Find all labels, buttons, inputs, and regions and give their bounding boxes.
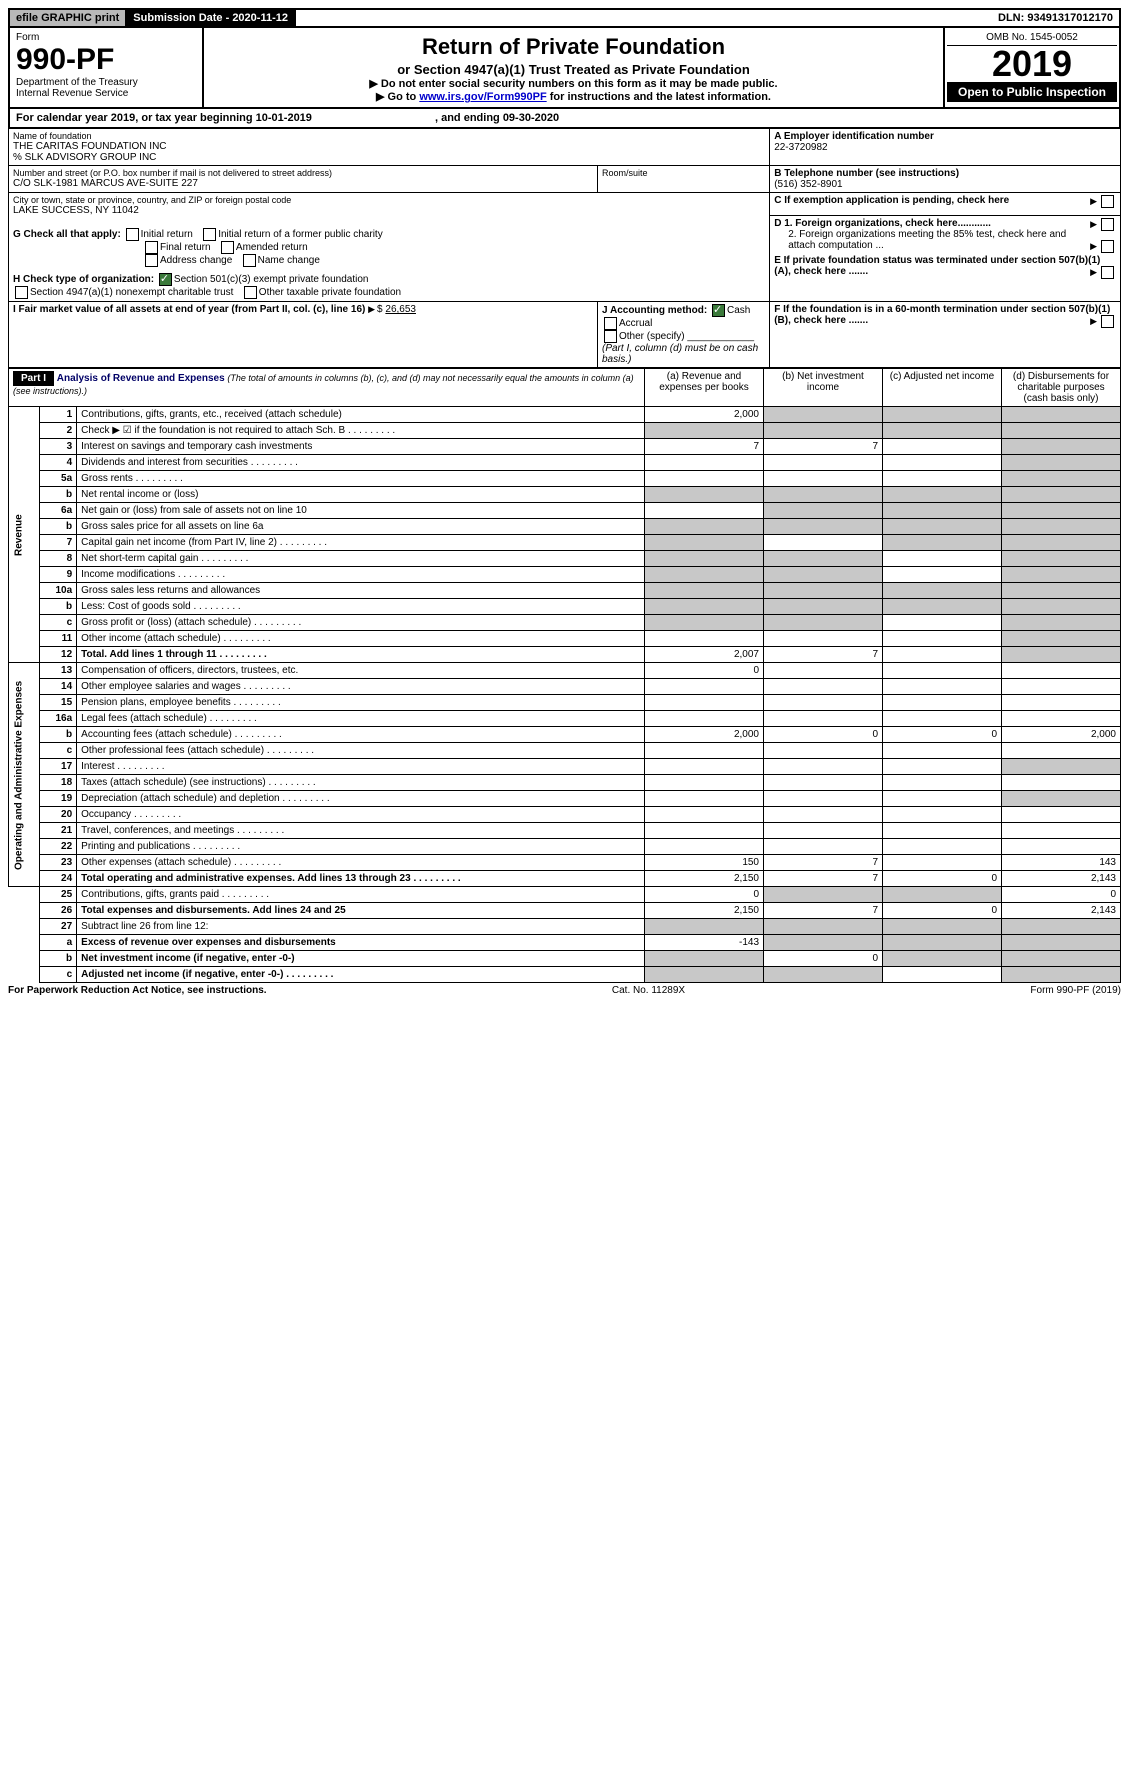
dept-label: Department of the Treasury Internal Reve… <box>16 77 196 99</box>
part1-head: Part I <box>13 371 54 386</box>
submission-date: Submission Date - 2020-11-12 <box>127 10 296 26</box>
care-of: % SLK ADVISORY GROUP INC <box>13 152 765 163</box>
name-label: Name of foundation <box>13 131 765 141</box>
h-label: H Check type of organization: <box>13 274 154 285</box>
c-label: C If exemption application is pending, c… <box>774 195 1009 206</box>
form-label: Form <box>16 32 196 43</box>
ein: 22-3720982 <box>774 142 1116 153</box>
form-number: 990-PF <box>16 43 196 77</box>
accrual-cb[interactable] <box>604 317 617 330</box>
address: C/O SLK-1981 MARCUS AVE-SUITE 227 <box>13 178 593 189</box>
paperwork-notice: For Paperwork Reduction Act Notice, see … <box>8 985 267 996</box>
j-note: (Part I, column (d) must be on cash basi… <box>602 343 758 365</box>
instructions-link[interactable]: www.irs.gov/Form990PF <box>419 91 546 103</box>
amended-cb[interactable] <box>221 241 234 254</box>
form-subtitle: or Section 4947(a)(1) Trust Treated as P… <box>208 62 939 77</box>
entity-info: Name of foundation THE CARITAS FOUNDATIO… <box>8 128 1121 368</box>
part1-table: Part I Analysis of Revenue and Expenses … <box>8 368 1121 983</box>
col-c: (c) Adjusted net income <box>883 369 1002 407</box>
c-checkbox[interactable] <box>1101 195 1114 208</box>
j-label: J Accounting method: <box>602 305 707 316</box>
efile-button[interactable]: efile GRAPHIC print <box>10 10 127 26</box>
open-inspection: Open to Public Inspection <box>947 82 1117 102</box>
s501-cb[interactable] <box>159 273 172 286</box>
calendar-year-row: For calendar year 2019, or tax year begi… <box>8 109 1121 128</box>
top-bar: efile GRAPHIC print Submission Date - 20… <box>8 8 1121 28</box>
part1-title: Analysis of Revenue and Expenses <box>57 373 225 384</box>
d1-cb[interactable] <box>1101 218 1114 231</box>
dln: DLN: 93491317012170 <box>992 10 1119 26</box>
name-change-cb[interactable] <box>243 254 256 267</box>
ein-label: A Employer identification number <box>774 131 1116 142</box>
col-a: (a) Revenue and expenses per books <box>645 369 764 407</box>
s4947-cb[interactable] <box>15 286 28 299</box>
phone-label: B Telephone number (see instructions) <box>774 168 1116 179</box>
city: LAKE SUCCESS, NY 11042 <box>13 205 765 216</box>
f-label: F If the foundation is in a 60-month ter… <box>774 304 1110 326</box>
g-label: G Check all that apply: <box>13 229 121 240</box>
room-label: Room/suite <box>602 168 765 178</box>
e-cb[interactable] <box>1101 266 1114 279</box>
f-cb[interactable] <box>1101 315 1114 328</box>
cat-no: Cat. No. 11289X <box>612 985 685 996</box>
form-ref: Form 990-PF (2019) <box>1030 985 1121 996</box>
addr-label: Number and street (or P.O. box number if… <box>13 168 593 178</box>
page-footer: For Paperwork Reduction Act Notice, see … <box>8 983 1121 996</box>
goto-note: ▶ Go to www.irs.gov/Form990PF for instru… <box>208 90 939 103</box>
phone: (516) 352-8901 <box>774 179 1116 190</box>
expenses-label: Operating and Administrative Expenses <box>9 663 40 887</box>
initial-former-cb[interactable] <box>203 228 216 241</box>
city-label: City or town, state or province, country… <box>13 195 765 205</box>
d2-label: 2. Foreign organizations meeting the 85%… <box>788 229 1066 251</box>
cash-cb[interactable] <box>712 304 725 317</box>
initial-return-cb[interactable] <box>126 228 139 241</box>
tax-year: 2019 <box>947 46 1117 82</box>
d2-cb[interactable] <box>1101 240 1114 253</box>
i-label: I Fair market value of all assets at end… <box>13 304 365 315</box>
foundation-name: THE CARITAS FOUNDATION INC <box>13 141 765 152</box>
revenue-label: Revenue <box>9 407 40 663</box>
ssn-note: ▶ Do not enter social security numbers o… <box>208 77 939 90</box>
e-label: E If private foundation status was termi… <box>774 255 1100 277</box>
other-tax-cb[interactable] <box>244 286 257 299</box>
form-title: Return of Private Foundation <box>208 34 939 60</box>
addr-change-cb[interactable] <box>145 254 158 267</box>
col-d: (d) Disbursements for charitable purpose… <box>1002 369 1121 407</box>
i-value: 26,653 <box>385 304 416 315</box>
col-b: (b) Net investment income <box>764 369 883 407</box>
form-header: Form 990-PF Department of the Treasury I… <box>8 28 1121 109</box>
d1-label: D 1. Foreign organizations, check here..… <box>774 218 991 229</box>
other-acct-cb[interactable] <box>604 330 617 343</box>
final-return-cb[interactable] <box>145 241 158 254</box>
